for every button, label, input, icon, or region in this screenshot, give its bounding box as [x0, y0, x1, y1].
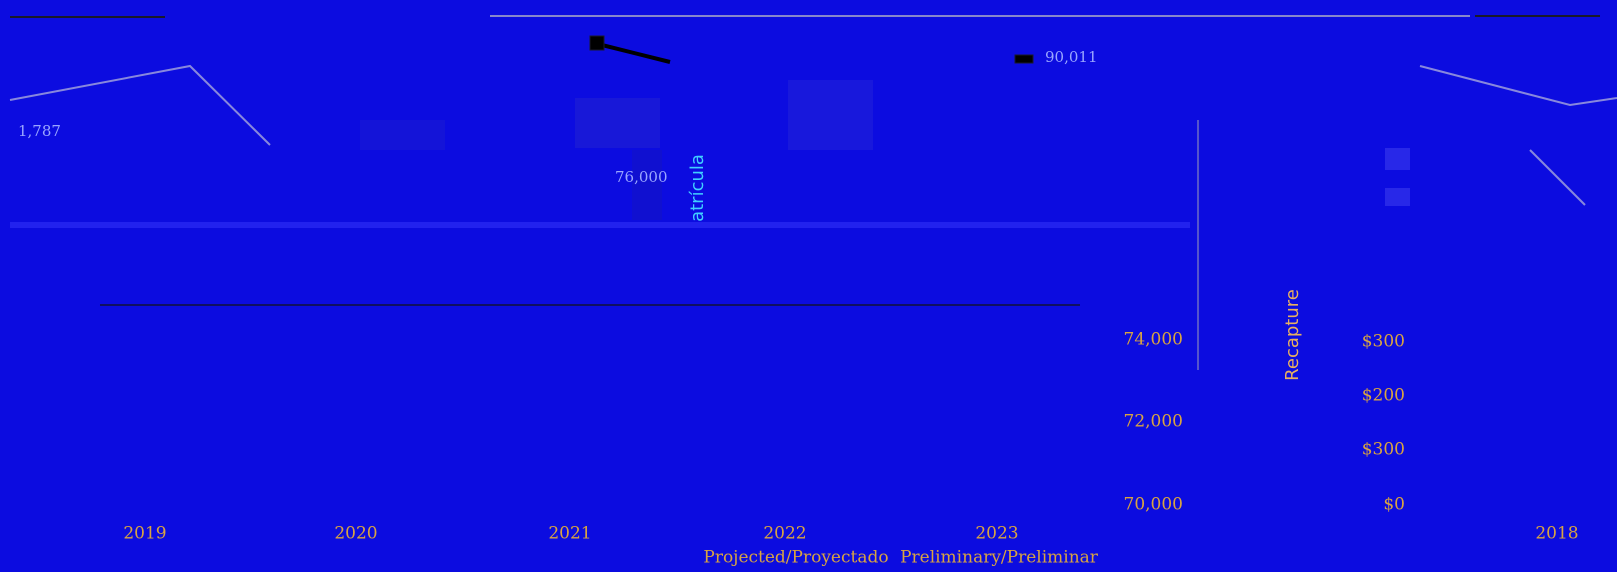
glitch-artifacts: [9, 15, 1617, 370]
y-tick-label: 72,000: [1124, 412, 1183, 432]
y-tick-label: $0: [1383, 495, 1405, 515]
x-tick-label: 2021: [548, 524, 591, 544]
y-tick-label: $200: [1362, 386, 1405, 406]
axis-title: Recapture: [1282, 289, 1303, 381]
left-axis: 74,000 72,000 70,000: [1124, 330, 1183, 515]
x-tick-label: 2018: [1535, 524, 1578, 544]
right-axis: $300 $200 $300 $0: [1362, 332, 1405, 515]
y-tick-label: $300: [1362, 332, 1405, 352]
x-axis: 2019 2020 2021 2022 2023 2018: [123, 524, 1578, 544]
legend-entry: Preliminary/Preliminar: [900, 548, 1099, 568]
legend-entry: Projected/Proyectado: [703, 548, 888, 568]
y-tick-label: 70,000: [1124, 495, 1183, 515]
x-tick-label: 2022: [763, 524, 806, 544]
annotation: 76,000: [615, 168, 668, 186]
x-tick-label: 2019: [123, 524, 166, 544]
axis-title: atrícula: [687, 154, 708, 222]
y-tick-label: $300: [1362, 440, 1405, 460]
x-tick-label: 2020: [334, 524, 377, 544]
annotation: 1,787: [18, 122, 61, 140]
x-tick-label: 2023: [975, 524, 1018, 544]
y-tick-label: 74,000: [1124, 330, 1183, 350]
annotation: 90,011: [1045, 48, 1098, 66]
